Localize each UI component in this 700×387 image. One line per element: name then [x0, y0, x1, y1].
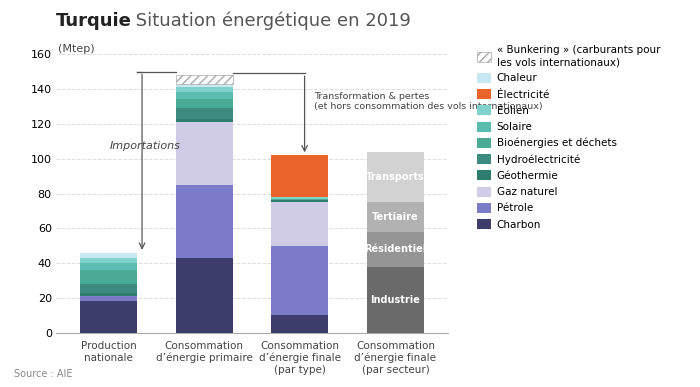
Text: Industrie: Industrie [370, 295, 421, 305]
Text: Source : AIE: Source : AIE [14, 369, 73, 379]
Bar [176, 108, 233, 118]
Bar [271, 200, 328, 202]
Bar [176, 118, 233, 122]
Bar [271, 246, 328, 315]
Bar [176, 122, 233, 185]
Text: Transports: Transports [366, 172, 425, 182]
Bar [80, 270, 137, 284]
Bar [271, 199, 328, 200]
Legend: « Bunkering » (carburants pour
les vols internationaux), Chaleur, Électricité, É: « Bunkering » (carburants pour les vols … [477, 45, 660, 230]
Text: Résidentiel: Résidentiel [364, 244, 426, 254]
Bar [80, 263, 137, 270]
Bar [176, 92, 233, 99]
Text: Turquie: Turquie [56, 12, 132, 30]
Bar [176, 99, 233, 108]
Bar [80, 296, 137, 301]
Bar [176, 185, 233, 258]
Bar [80, 258, 137, 263]
Bar [367, 232, 424, 267]
Bar [271, 202, 328, 246]
Bar [176, 87, 233, 92]
Bar [80, 301, 137, 333]
Bar [176, 84, 233, 87]
Bar [176, 75, 233, 84]
Bar [80, 253, 137, 258]
Bar [271, 155, 328, 197]
Text: Importations: Importations [109, 142, 181, 151]
Bar [367, 267, 424, 333]
Text: Transformation & pertes
(et hors consommation des vols internationaux): Transformation & pertes (et hors consomm… [314, 91, 542, 111]
Bar [80, 284, 137, 293]
Bar [271, 197, 328, 199]
Bar [367, 202, 424, 232]
Bar [367, 152, 424, 202]
Text: (Mtep): (Mtep) [58, 44, 94, 54]
Text: Tertiaire: Tertiaire [372, 212, 419, 222]
Bar [176, 258, 233, 333]
Bar [80, 293, 137, 296]
Bar [271, 315, 328, 333]
Text: Situation énergétique en 2019: Situation énergétique en 2019 [130, 12, 410, 30]
